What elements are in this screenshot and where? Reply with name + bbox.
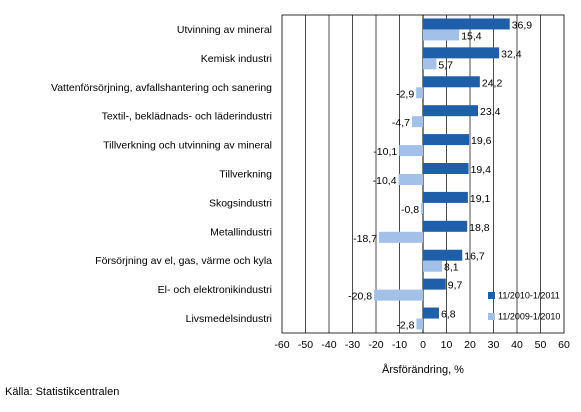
legend-label: 11/2009-1/2010 <box>498 312 560 322</box>
data-label: -10,1 <box>373 146 397 158</box>
category-label: Vattenförsörjning, avfallshantering och … <box>51 82 272 94</box>
data-label: 24,2 <box>482 77 503 89</box>
data-label: 19,1 <box>470 193 491 205</box>
bar-series-2 <box>423 58 437 70</box>
bar-series-2 <box>416 87 423 99</box>
data-label: 8,1 <box>444 262 459 274</box>
x-tick-label: 10 <box>441 339 453 351</box>
category-label: Kemisk industri <box>201 53 272 65</box>
data-label: -0,8 <box>401 204 419 216</box>
bar-series-1 <box>423 220 468 232</box>
x-tick-label: 20 <box>464 339 476 351</box>
legend-swatch <box>488 313 495 320</box>
bar-series-1 <box>423 18 510 30</box>
legend-label: 11/2010-1/2011 <box>498 291 560 301</box>
x-tick-label: -60 <box>274 339 289 351</box>
x-tick-label: 0 <box>420 339 426 351</box>
category-labels: Utvinning av mineral Kemisk industri Vatte… <box>51 24 272 325</box>
data-label: 6,8 <box>441 309 456 321</box>
bars <box>374 18 510 330</box>
x-tick-label: 50 <box>535 339 547 351</box>
category-label: Tillverkning <box>219 169 272 181</box>
bar-series-2 <box>374 289 423 301</box>
x-tick-label: -30 <box>345 339 360 351</box>
bar-series-1 <box>423 307 439 319</box>
data-label: 23,4 <box>480 106 501 118</box>
data-label: -10,4 <box>373 175 397 187</box>
gridlines <box>305 15 541 333</box>
x-tick-label: 40 <box>511 339 523 351</box>
category-label: Försörjning av el, gas, värme och kyla <box>95 255 272 267</box>
category-label: Textil-, beklädnads- och läderindustri <box>102 111 272 123</box>
category-label: Skogsindustri <box>209 197 272 209</box>
category-label: Utvinning av mineral <box>177 24 272 36</box>
bar-series-2 <box>421 202 423 214</box>
bar-series-1 <box>423 47 500 59</box>
category-label: Tillverkning och utvinning av mineral <box>103 140 272 152</box>
bar-series-1 <box>423 105 478 117</box>
category-label: Livsmedelsindustri <box>186 313 272 325</box>
data-label: 18,8 <box>469 222 490 234</box>
x-tick-labels: -60 -50 -40 -30 -20 -10 0 10 20 30 40 50 60 <box>274 339 570 351</box>
x-tick-label: 60 <box>558 339 570 351</box>
data-label: 19,6 <box>471 135 492 147</box>
data-label: 32,4 <box>501 48 522 60</box>
data-label: 19,4 <box>471 164 492 176</box>
data-label: 5,7 <box>438 59 453 71</box>
category-label: El- och elektronikindustri <box>158 284 272 296</box>
data-label: 36,9 <box>512 19 533 31</box>
bar-series-1 <box>423 278 446 290</box>
bar-series-2 <box>379 231 423 243</box>
data-label: -2,8 <box>396 320 414 332</box>
data-label: -18,7 <box>353 233 377 245</box>
data-label: 15,4 <box>461 30 482 42</box>
bar-series-1 <box>423 134 470 146</box>
bar-series-2 <box>399 145 423 157</box>
bar-series-2 <box>423 29 460 41</box>
x-tick-label: -50 <box>298 339 313 351</box>
legend-swatch <box>488 292 495 299</box>
x-axis-title: Årsförändring, % <box>382 363 464 376</box>
data-label: 9,7 <box>448 280 463 292</box>
legend: 11/2010-1/2011 11/2009-1/2010 <box>488 291 560 322</box>
x-tick-label: -40 <box>321 339 336 351</box>
category-label: Metallindustri <box>210 226 272 238</box>
bar-series-1 <box>423 163 469 174</box>
data-label: 16,7 <box>464 251 485 263</box>
data-labels: 36,9 15,4 32,4 5,7 24,2 -2,9 23,4 -4,7 19,6 -10,1… <box>348 19 532 331</box>
bar-series-1 <box>423 249 463 261</box>
data-label: -20,8 <box>348 291 372 303</box>
bar-series-2 <box>423 260 443 272</box>
x-tick-label: -20 <box>368 339 383 351</box>
data-label: -2,9 <box>396 88 414 100</box>
x-tick-label: 30 <box>488 339 500 351</box>
bar-series-2 <box>411 116 423 128</box>
data-label: -4,7 <box>392 117 410 129</box>
bar-series-2 <box>416 318 423 330</box>
bar-series-1 <box>423 191 468 203</box>
bar-series-1 <box>423 76 480 88</box>
bar-series-2 <box>398 174 423 185</box>
x-tick-label: -10 <box>392 339 407 351</box>
source-note: Källa: Statistikcentralen <box>5 386 120 398</box>
